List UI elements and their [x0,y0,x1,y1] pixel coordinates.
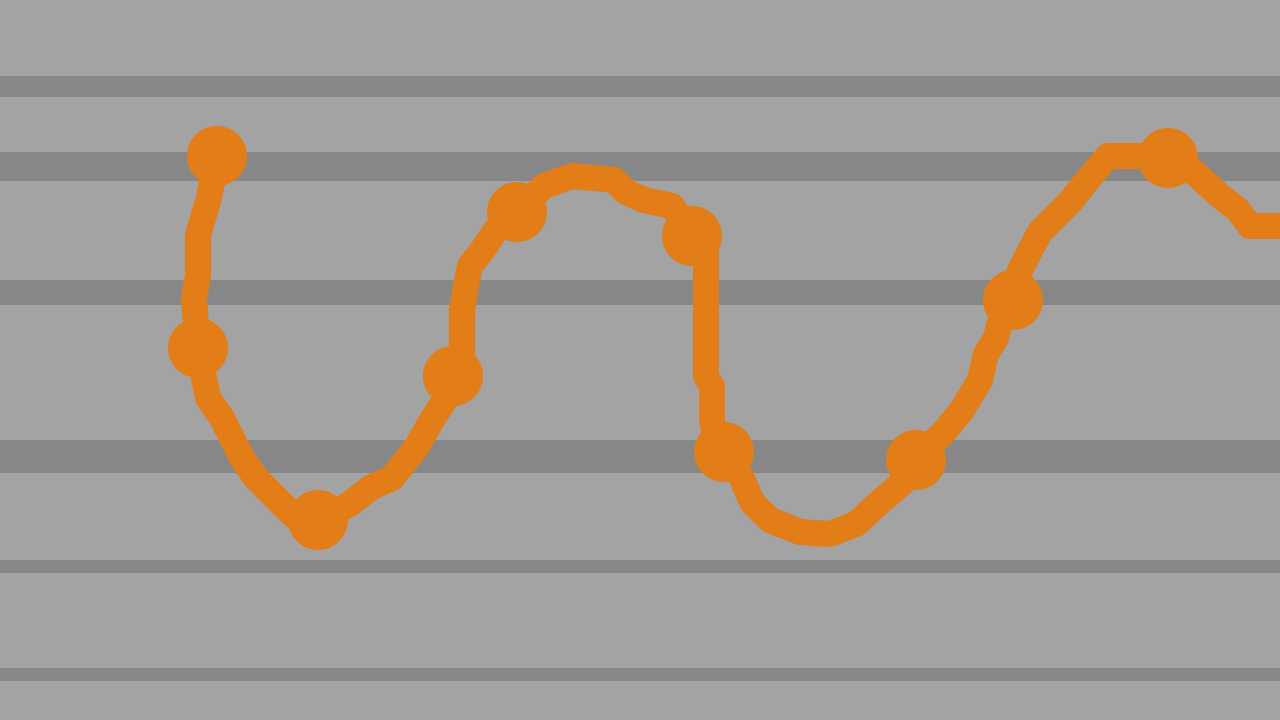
path-node [1138,128,1198,188]
path-node [886,430,946,490]
path-node [168,318,228,378]
path-node [187,126,247,186]
path-node [694,422,754,482]
stripe [0,440,1280,473]
path-node [288,490,348,550]
path-node [423,346,483,406]
drawn-path [168,126,1280,550]
stripe [0,76,1280,97]
stripe [0,560,1280,573]
stripe [0,280,1280,305]
path-node [983,270,1043,330]
path-node [487,182,547,242]
path-node [662,206,722,266]
stripe [0,668,1280,681]
